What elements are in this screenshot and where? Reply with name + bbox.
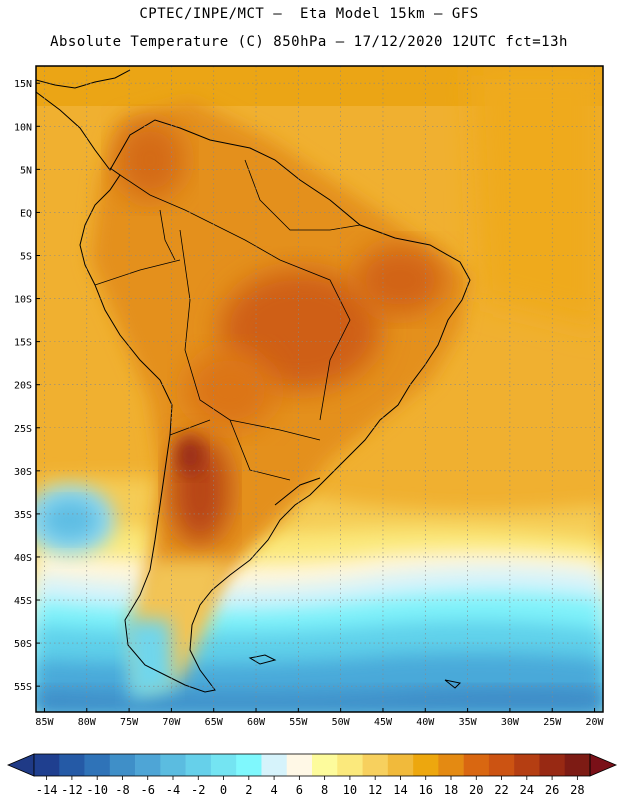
coastline (36, 69, 471, 693)
colorbar-outline (33, 753, 591, 777)
longitude-labels: 85W 80W 75W 70W 65W 60W 55W 50W 45W 40W 35W 30W 25W 2… (35, 708, 605, 728)
map-frame (35, 65, 604, 713)
colorbar-swatch (312, 754, 338, 776)
lon-tick-label: 60W (247, 717, 266, 728)
colorbar-swatch (185, 754, 212, 776)
colorbar-swatch (337, 754, 363, 776)
colorbar-label: -14 (36, 783, 58, 797)
colorbar-swatch (413, 754, 439, 776)
lat-tick-label: 10S (14, 295, 32, 306)
lat-tick-label: 5N (20, 165, 32, 176)
chart-title-line2: Absolute Temperature (C) 850hPa — 17/12/… (50, 34, 568, 50)
colorbar-label: 26 (545, 783, 559, 797)
colorbar-swatch (109, 754, 136, 776)
colorbar-label: 20 (469, 783, 483, 797)
lon-tick-label: 65W (205, 717, 224, 728)
lat-tick-label: 30S (14, 467, 32, 478)
colorbar-swatch (514, 754, 540, 776)
colorbar-label: 12 (368, 783, 382, 797)
lat-tick-label: 40S (14, 553, 32, 564)
colorbar-swatch (463, 754, 490, 776)
lat-tick-label: 15S (14, 338, 32, 349)
colorbar-swatch (488, 754, 515, 776)
colorbar-swatch (236, 754, 262, 776)
colorbar-swatch (59, 754, 85, 776)
lat-tick-label: 55S (14, 682, 32, 693)
colorbar-label: 10 (343, 783, 357, 797)
lat-tick-label: 20S (14, 381, 32, 392)
colorbar-swatch (261, 754, 288, 776)
colorbar-label: -8 (115, 783, 129, 797)
lon-tick-label: 70W (162, 717, 181, 728)
gridlines (36, 66, 603, 712)
colorbar-over-arrow (589, 753, 618, 777)
colorbar-label: 8 (321, 783, 328, 797)
lon-tick-label: 75W (120, 717, 139, 728)
colorbar-label: 16 (419, 783, 433, 797)
colorbar-label: 0 (220, 783, 227, 797)
lat-tick-label: 35S (14, 510, 32, 521)
colorbar-label: 4 (270, 783, 277, 797)
country-borders (94, 159, 361, 481)
colorbar-swatch (210, 754, 237, 776)
colorbar-label: 24 (520, 783, 534, 797)
lon-tick-label: 45W (374, 717, 393, 728)
colorbar-label: -10 (86, 783, 108, 797)
lon-tick-label: 85W (35, 717, 54, 728)
colorbar-label: -6 (141, 783, 155, 797)
colorbar: -14 -12 -10 -8 -6 -4 -2 0 2 4 6 8 10 12 14 16 18 20 22 24 26… (6, 753, 618, 797)
colorbar-label: -4 (166, 783, 180, 797)
colorbar-label: 14 (393, 783, 407, 797)
colorbar-swatch (286, 754, 313, 776)
colorbar-label: 18 (444, 783, 458, 797)
lon-tick-label: 20W (586, 717, 605, 728)
colorbar-label: 2 (245, 783, 252, 797)
colorbar-swatch (34, 754, 60, 776)
colorbar-swatch (84, 754, 111, 776)
colorbar-under-arrow (6, 753, 35, 777)
colorbar-swatch (387, 754, 414, 776)
lat-tick-label: 15N (14, 79, 32, 90)
lat-tick-label: 25S (14, 424, 32, 435)
lon-tick-label: 80W (78, 717, 97, 728)
colorbar-label: 22 (494, 783, 508, 797)
lat-tick-label: 45S (14, 596, 32, 607)
lon-tick-label: 35W (459, 717, 478, 728)
colorbar-swatch (362, 754, 389, 776)
colorbar-swatch (160, 754, 186, 776)
colorbar-swatch (564, 754, 591, 776)
lon-tick-label: 25W (543, 717, 562, 728)
colorbar-swatch (438, 754, 464, 776)
lon-tick-label: 40W (416, 717, 435, 728)
lat-tick-label: 50S (14, 639, 32, 650)
lon-tick-label: 50W (332, 717, 351, 728)
lon-tick-label: 30W (501, 717, 520, 728)
lat-tick-label: 10N (14, 122, 32, 133)
chart-title-line1: CPTEC/INPE/MCT — Eta Model 15km — GFS (139, 6, 479, 22)
colorbar-swatch (539, 754, 566, 776)
temperature-field (36, 66, 603, 712)
latitude-labels: 15N 10N 5N EQ 5S 10S 15S 20S 25S 30S 35S 40S 45S 50S 5… (14, 79, 40, 693)
colorbar-label: -12 (61, 783, 83, 797)
colorbar-label: -2 (191, 783, 205, 797)
lon-tick-label: 55W (289, 717, 308, 728)
colorbar-label: 28 (570, 783, 584, 797)
lat-tick-label: 5S (20, 251, 32, 262)
colorbar-swatch (135, 754, 161, 776)
lat-tick-label: EQ (20, 208, 32, 219)
colorbar-label: 6 (296, 783, 303, 797)
